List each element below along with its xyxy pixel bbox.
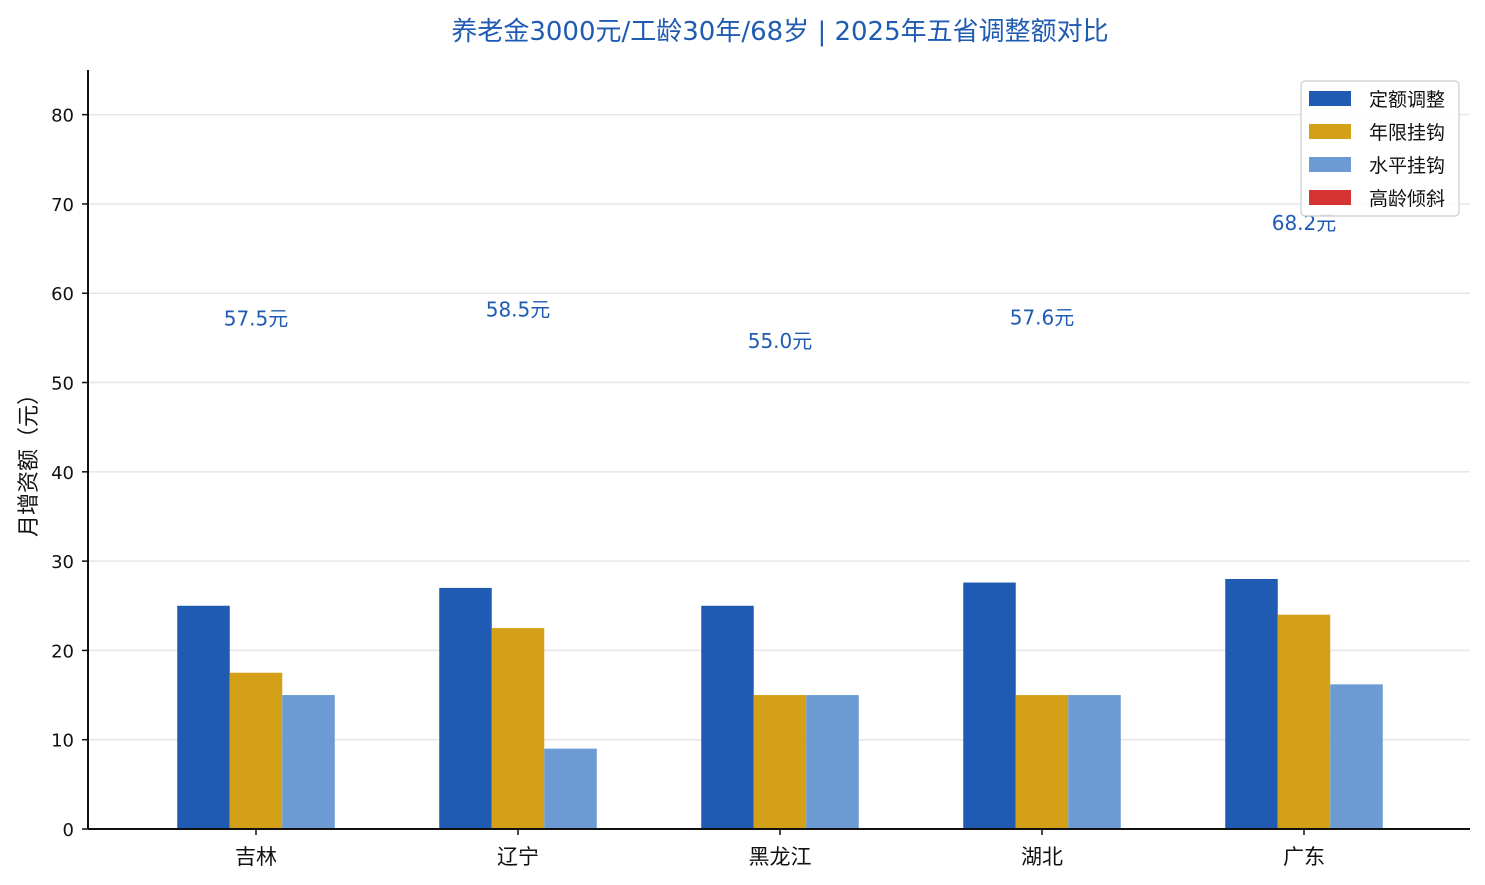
bar (753, 695, 807, 829)
x-tick-label: 湖北 (1021, 845, 1063, 869)
y-tick-label: 30 (51, 552, 74, 573)
x-ticks-group: 吉林 辽宁 黑龙江 湖北 广东 (235, 829, 1325, 869)
legend-label: 高龄倾斜 (1369, 188, 1445, 210)
bar (491, 628, 545, 829)
legend-label: 水平挂钩 (1369, 155, 1445, 177)
legend-swatch (1309, 91, 1351, 106)
total-label: 57.5元 (224, 307, 289, 331)
grid-lines (88, 113, 1470, 741)
legend-swatch (1309, 157, 1351, 172)
y-tick-label: 0 (63, 820, 74, 841)
bar (229, 672, 283, 829)
legend-swatch (1309, 190, 1351, 205)
bar (1277, 614, 1331, 829)
legend-label: 年限挂钩 (1369, 122, 1445, 144)
bar (1225, 578, 1278, 829)
y-tick-label: 70 (51, 195, 74, 216)
bar (701, 605, 754, 829)
total-label: 58.5元 (486, 298, 551, 322)
y-ticks-group: 0 10 20 30 40 50 60 70 80 (51, 106, 88, 841)
bar (1015, 695, 1069, 829)
bars-group (177, 578, 1383, 829)
total-label: 55.0元 (748, 329, 813, 353)
x-tick-label: 黑龙江 (749, 845, 812, 869)
bar (1330, 684, 1383, 829)
bar (177, 605, 230, 829)
y-tick-label: 10 (51, 731, 74, 752)
bar (963, 582, 1016, 829)
bar (544, 748, 597, 829)
bar (1068, 695, 1121, 829)
bar (806, 695, 859, 829)
x-tick-label: 辽宁 (497, 845, 539, 869)
y-tick-label: 20 (51, 641, 74, 662)
bar (439, 587, 492, 829)
y-tick-label: 80 (51, 106, 74, 127)
axes-group (87, 70, 1470, 830)
chart-title: 养老金3000元/工龄30年/68岁 | 2025年五省调整额对比 (451, 17, 1108, 47)
y-tick-label: 50 (51, 374, 74, 395)
y-axis-label: 月增资额（元） (17, 383, 42, 537)
bar (282, 695, 335, 829)
legend-swatch (1309, 124, 1351, 139)
total-label: 57.6元 (1010, 306, 1075, 330)
x-tick-label: 广东 (1283, 845, 1325, 869)
y-tick-label: 40 (51, 463, 74, 484)
y-tick-label: 60 (51, 284, 74, 305)
x-tick-label: 吉林 (235, 845, 277, 869)
legend-box (1300, 80, 1460, 217)
legend-label: 定额调整 (1369, 89, 1445, 111)
